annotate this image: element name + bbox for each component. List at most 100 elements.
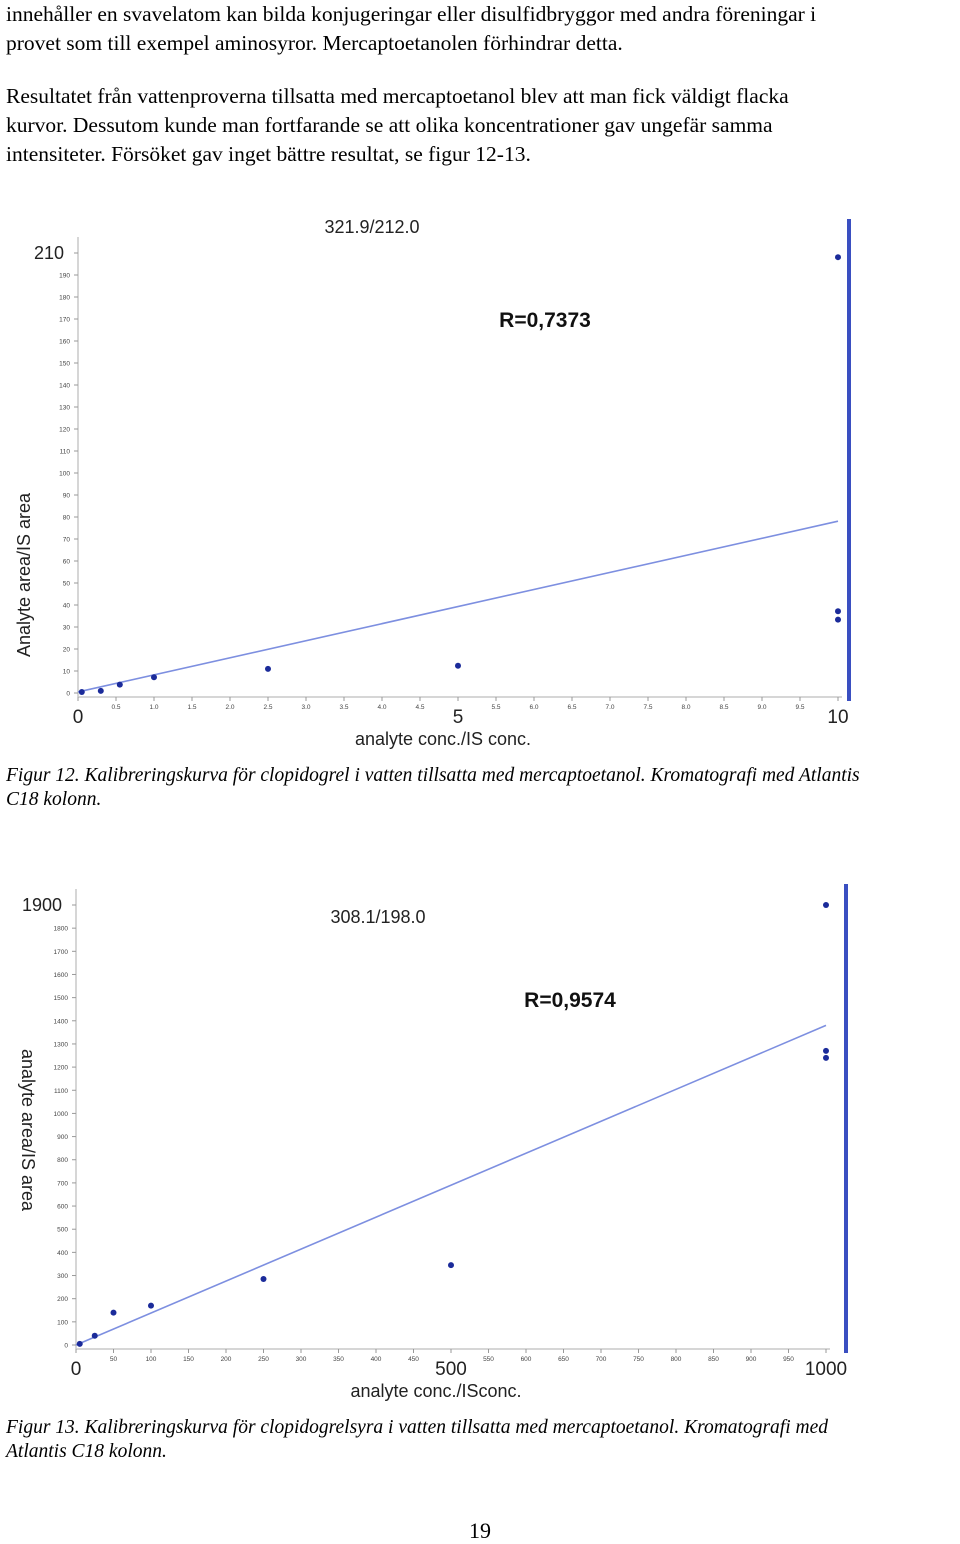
x-tick-label: 1000 (805, 1359, 847, 1380)
y-axis-label: Analyte area/IS area (14, 492, 34, 657)
x-tick-label: 5.5 (491, 704, 500, 711)
y-tick-label: 700 (57, 1180, 68, 1187)
y-tick-label: 1500 (54, 995, 69, 1002)
x-axis-label: analyte conc./IS conc. (355, 729, 531, 749)
data-point (265, 665, 271, 672)
x-tick-label: 8.5 (719, 704, 728, 711)
x-tick-label: 850 (708, 1356, 719, 1363)
x-tick-label: 4.5 (415, 704, 424, 711)
text-line: Resultatet från vattenproverna tillsatta… (6, 84, 789, 108)
y-tick-label: 30 (63, 625, 71, 632)
y-tick-label: 50 (63, 581, 71, 588)
y-tick-label: 400 (57, 1250, 68, 1257)
y-tick-label: 300 (57, 1273, 68, 1280)
x-tick-label: 9.0 (757, 704, 766, 711)
figure-13-caption: Figur 13. Kalibreringskurva för clopidog… (6, 1416, 954, 1464)
x-tick-label: 3.5 (339, 704, 348, 711)
data-point (110, 1309, 117, 1316)
results-paragraph: Resultatet från vattenproverna tillsatta… (6, 82, 954, 169)
data-point (448, 1262, 454, 1269)
x-tick-label: 300 (296, 1356, 307, 1363)
y-tick-label: 500 (57, 1227, 68, 1234)
y-tick-label: 60 (63, 559, 71, 566)
data-point (455, 662, 461, 669)
x-tick-label: 700 (596, 1356, 607, 1363)
y-tick-label: 1400 (54, 1018, 69, 1025)
figure-13-chart: 0100200300400500600700800900100011001200… (18, 884, 848, 1401)
data-point (148, 1302, 154, 1309)
r-value-annotation: R=0,9574 (524, 989, 616, 1012)
data-point (835, 608, 841, 615)
y-tick-label: 800 (57, 1157, 68, 1164)
text-line: intensiteter. Försöket gav inget bättre … (6, 142, 531, 166)
y-tick-label: 130 (59, 405, 70, 412)
x-tick-label: 7.5 (643, 704, 652, 711)
x-tick-label: 8.0 (681, 704, 690, 711)
y-tick-label: 1200 (54, 1065, 69, 1072)
y-tick-label: 100 (59, 471, 70, 478)
y-tick-label: 10 (63, 669, 71, 676)
x-tick-label: 200 (221, 1356, 232, 1363)
x-axis-label: analyte conc./ISconc. (350, 1381, 521, 1401)
y-tick-label: 0 (66, 691, 70, 698)
y-tick-label: 0 (64, 1343, 68, 1350)
figure-12-caption: Figur 12. Kalibreringskurva för clopidog… (6, 764, 954, 812)
x-tick-label: 6.0 (529, 704, 538, 711)
x-tick-label: 600 (521, 1356, 532, 1363)
y-axis-label: analyte area/IS area (18, 1049, 38, 1212)
x-tick-label: 550 (483, 1356, 494, 1363)
x-tick-label: 650 (558, 1356, 569, 1363)
y-tick-label: 80 (63, 515, 71, 522)
x-tick-label: 9.5 (795, 704, 804, 711)
x-tick-label: 4.0 (377, 704, 386, 711)
y-tick-label: 140 (59, 383, 70, 390)
chart-title: 308.1/198.0 (330, 907, 425, 927)
x-tick-label: 100 (146, 1356, 157, 1363)
intro-paragraph: innehåller en svavelatom kan bilda konju… (6, 0, 954, 58)
data-point (823, 1054, 829, 1061)
x-tick-label: 450 (408, 1356, 419, 1363)
x-tick-label: 7.0 (605, 704, 614, 711)
text-line: kurvor. Dessutom kunde man fortfarande s… (6, 113, 773, 137)
x-tick-label: 50 (110, 1356, 118, 1363)
y-tick-label: 600 (57, 1204, 68, 1211)
x-tick-label: 400 (371, 1356, 382, 1363)
chart-title: 321.9/212.0 (324, 217, 419, 237)
data-point (823, 902, 829, 908)
y-tick-label: 1300 (54, 1041, 69, 1048)
x-tick-label: 6.5 (567, 704, 576, 711)
data-point (835, 254, 841, 261)
figure-12-chart: 0102030405060708090100110120130140150160… (14, 217, 851, 749)
y-tick-label: 1100 (54, 1088, 68, 1095)
y-tick-label: 1600 (54, 972, 69, 979)
y-tick-label: 90 (63, 493, 71, 500)
y-tick-label: 210 (34, 243, 64, 263)
x-tick-label: 1.5 (187, 704, 196, 711)
x-tick-label: 0 (71, 1359, 82, 1380)
y-tick-label: 200 (57, 1296, 68, 1303)
data-point (97, 687, 104, 694)
y-tick-label: 170 (59, 317, 70, 324)
caption-line: Atlantis C18 kolonn. (6, 1441, 167, 1462)
r-value-annotation: R=0,7373 (499, 309, 591, 332)
text-line: provet som till exempel aminosyror. Merc… (6, 31, 623, 55)
data-point (260, 1276, 267, 1282)
x-tick-label: 10 (827, 707, 848, 728)
x-tick-label: 350 (333, 1356, 344, 1363)
y-tick-label: 20 (63, 647, 71, 654)
x-tick-label: 0 (73, 707, 84, 728)
x-tick-label: 250 (258, 1356, 269, 1363)
x-tick-label: 800 (671, 1356, 682, 1363)
y-tick-label: 1900 (22, 895, 62, 915)
data-point (76, 1340, 83, 1347)
caption-line: C18 kolonn. (6, 789, 102, 810)
y-tick-label: 190 (59, 273, 70, 280)
caption-line: Figur 12. Kalibreringskurva för clopidog… (6, 765, 860, 786)
y-tick-label: 160 (59, 339, 70, 346)
data-point (116, 681, 123, 688)
data-point (151, 674, 157, 681)
x-tick-label: 900 (746, 1356, 757, 1363)
y-tick-label: 1000 (54, 1111, 69, 1118)
x-tick-label: 150 (183, 1356, 194, 1363)
x-tick-label: 750 (633, 1356, 644, 1363)
